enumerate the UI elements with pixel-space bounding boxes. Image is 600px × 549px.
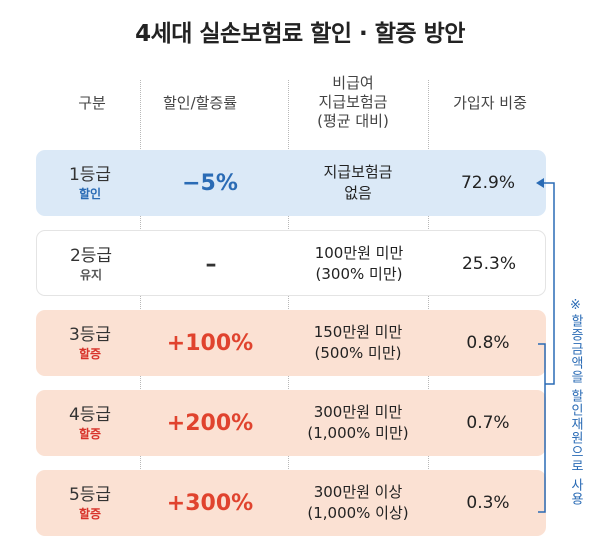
- share-value: 0.3%: [466, 493, 510, 513]
- rate-cell: −5%: [140, 150, 280, 216]
- grade-cell: 1등급 할인: [50, 150, 130, 216]
- table-row-grade2: 2등급 유지 – 100만원 미만 (300% 미만) 25.3%: [36, 230, 546, 296]
- grade-label: 5등급: [68, 484, 112, 505]
- arrow-head-icon: [536, 178, 544, 188]
- cost-line1: 150만원 미만: [313, 323, 403, 341]
- cost-cell: 150만원 미만 (500% 미만): [288, 310, 428, 376]
- cost-line2: (1,000% 이상): [307, 504, 409, 522]
- header-rate: 할인/할증률: [162, 94, 238, 112]
- rate-value: +300%: [166, 490, 254, 516]
- header-cost: 비급여 지급보험금 (평균 대비): [288, 74, 418, 131]
- table-row-grade3: 3등급 할증 +100% 150만원 미만 (500% 미만) 0.8%: [36, 310, 546, 376]
- grade-cell: 2등급 유지: [51, 231, 131, 297]
- table-row-grade4: 4등급 할증 +200% 300만원 미만 (1,000% 미만) 0.7%: [36, 390, 546, 456]
- share-value: 0.7%: [466, 413, 510, 433]
- column-divider: [140, 80, 141, 535]
- rate-value: −5%: [182, 170, 238, 196]
- table-row-grade1: 1등급 할인 −5% 지급보험금 없음 72.9%: [36, 150, 546, 216]
- grade-status: 할증: [78, 426, 102, 441]
- rate-cell: –: [141, 231, 281, 297]
- share-cell: 0.7%: [428, 390, 548, 456]
- header-cost-line1: 비급여: [332, 74, 374, 92]
- share-cell: 72.9%: [428, 150, 548, 216]
- share-value: 0.8%: [466, 333, 510, 353]
- grade-cell: 4등급 할증: [50, 390, 130, 456]
- header-cost-line2: 지급보험금: [318, 93, 388, 111]
- grade-label: 4등급: [68, 404, 112, 425]
- header-gubun: 구분: [78, 94, 106, 112]
- share-cell: 0.3%: [428, 470, 548, 536]
- cost-line1: 300만원 미만: [313, 403, 403, 421]
- table-row-grade5: 5등급 할증 +300% 300만원 이상 (1,000% 이상) 0.3%: [36, 470, 546, 536]
- grade-label: 2등급: [69, 245, 113, 266]
- cost-line1: 100만원 미만: [314, 244, 404, 262]
- cost-cell: 300만원 이상 (1,000% 이상): [288, 470, 428, 536]
- grade-status: 할증: [78, 346, 102, 361]
- rate-cell: +300%: [140, 470, 280, 536]
- cost-cell: 100만원 미만 (300% 미만): [289, 231, 429, 297]
- grade-cell: 3등급 할증: [50, 310, 130, 376]
- page-title: 4세대 실손보험료 할인 · 할증 방안: [135, 21, 465, 47]
- share-cell: 25.3%: [429, 231, 549, 297]
- column-divider: [288, 80, 289, 535]
- rate-cell: +200%: [140, 390, 280, 456]
- cost-cell: 지급보험금 없음: [288, 150, 428, 216]
- cost-line2: (500% 미만): [314, 344, 402, 362]
- cost-line1: 300만원 이상: [313, 483, 403, 501]
- cost-line2: (1,000% 미만): [307, 424, 409, 442]
- side-note: ※할증금액을 할인재원으로 사용: [568, 298, 583, 507]
- share-cell: 0.8%: [428, 310, 548, 376]
- grade-status: 할증: [78, 506, 102, 521]
- column-divider: [428, 80, 429, 535]
- grade-status: 유지: [79, 267, 103, 282]
- share-value: 25.3%: [461, 254, 516, 274]
- grade-label: 1등급: [68, 164, 112, 185]
- share-value: 72.9%: [460, 173, 515, 193]
- bracket-line: [538, 343, 546, 513]
- cost-line2: 없음: [344, 184, 372, 202]
- cost-line1: 지급보험금: [323, 163, 393, 181]
- header-share: 가입자 비중: [453, 94, 527, 112]
- rate-value: +200%: [166, 410, 254, 436]
- connector-line: [538, 182, 555, 385]
- rate-value: –: [205, 251, 217, 277]
- grade-cell: 5등급 할증: [50, 470, 130, 536]
- grade-status: 할인: [78, 186, 102, 201]
- cost-line2: (300% 미만): [315, 265, 403, 283]
- grade-label: 3등급: [68, 324, 112, 345]
- header-cost-line3: (평균 대비): [317, 112, 389, 130]
- rate-value: +100%: [166, 330, 254, 356]
- rate-cell: +100%: [140, 310, 280, 376]
- cost-cell: 300만원 미만 (1,000% 미만): [288, 390, 428, 456]
